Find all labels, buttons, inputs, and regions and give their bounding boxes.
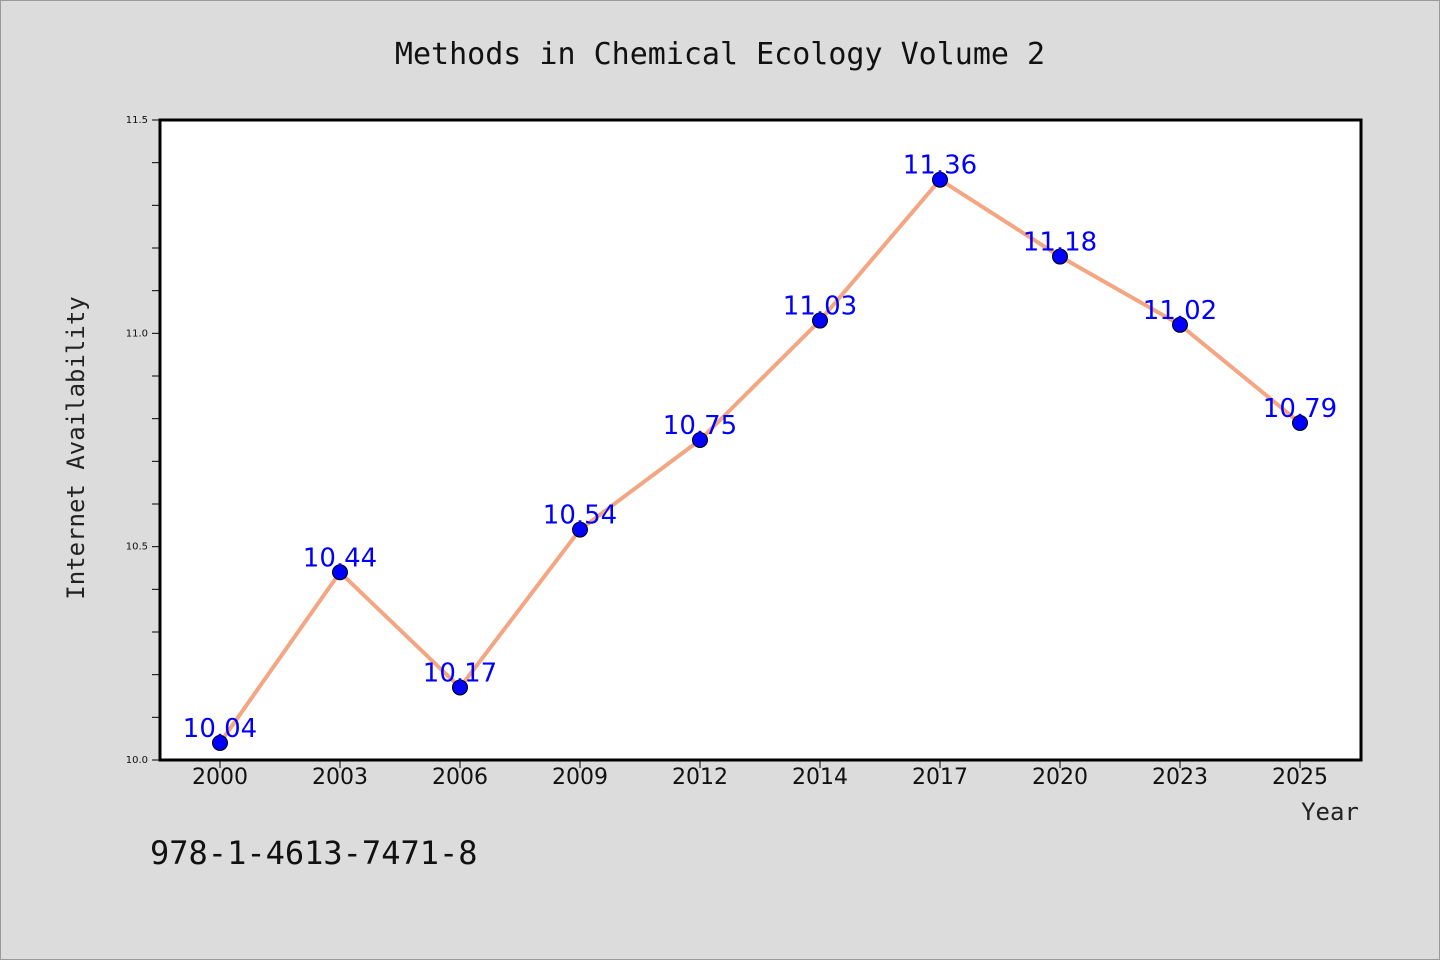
markers-group [212,171,1308,751]
data-label: 10.17 [423,658,497,688]
x-tick-label: 2012 [672,765,728,790]
chart-title: Methods in Chemical Ecology Volume 2 [395,37,1045,72]
x-tick-label: 2020 [1032,765,1088,790]
y-axis: 10.0 10.5 11.0 11.5 [126,115,159,766]
data-point [452,679,468,696]
y-tick-label: 11.0 [126,328,148,339]
data-point [332,564,348,581]
x-tick-label: 2009 [552,765,608,790]
x-axis: 2000 2003 2006 2009 2012 2014 2017 2020 2023 2025 [192,761,1328,790]
plot-area [158,118,1363,762]
x-tick-label: 2000 [192,765,248,790]
data-label: 11.03 [783,292,857,322]
data-label: 10.44 [303,543,377,573]
data-point [572,521,588,538]
y-tick-label: 10.5 [126,542,148,553]
data-point [932,171,948,188]
data-label: 10.54 [543,501,617,531]
y-axis-label: Internet Availability [62,296,90,599]
x-axis-label: Year [1301,798,1359,826]
data-point [1292,414,1308,431]
y-tick-label: 10.0 [126,755,148,766]
x-tick-label: 2023 [1152,765,1208,790]
isbn-text: 978-1-4613-7471-8 [150,834,478,872]
data-label: 10.04 [183,714,257,744]
data-point [692,432,708,448]
data-point [212,734,228,751]
data-point [812,312,828,329]
data-point [1052,248,1068,265]
data-label: 11.36 [903,151,977,181]
x-tick-label: 2003 [312,765,368,790]
data-label: 11.02 [1143,296,1217,326]
x-tick-label: 2006 [432,765,488,790]
data-label: 10.75 [663,411,737,441]
data-label: 10.79 [1263,394,1337,424]
data-point [1172,316,1188,333]
series-line [218,177,1302,745]
x-tick-label: 2017 [912,765,968,790]
x-tick-label: 2025 [1272,765,1328,790]
data-labels-group: 10.04 10.44 10.17 10.54 10.75 11.03 11.36 11.18… [183,151,1337,744]
data-label: 11.18 [1023,228,1097,258]
x-tick-label: 2014 [792,765,848,790]
series-line-group [218,177,1302,745]
y-tick-label: 11.5 [126,115,148,126]
